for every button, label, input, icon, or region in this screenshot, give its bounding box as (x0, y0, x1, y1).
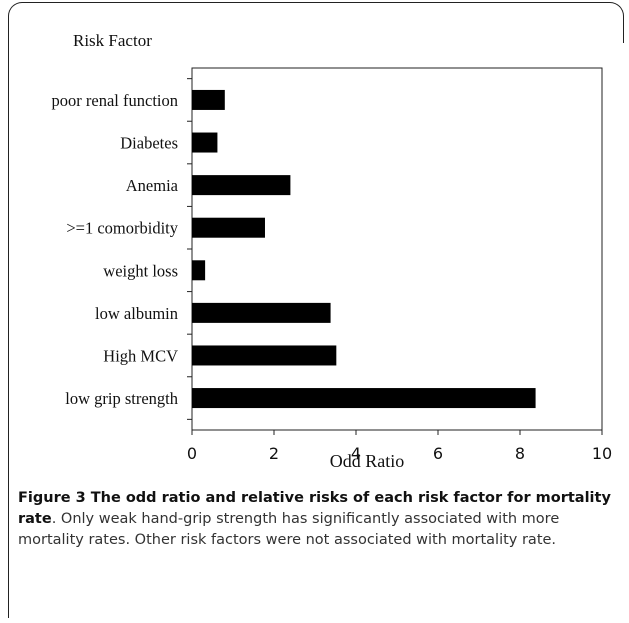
figure-caption: Figure 3 The odd ratio and relative risk… (18, 488, 618, 551)
bar (192, 302, 331, 323)
category-label: low albumin (95, 304, 178, 323)
bars-group (192, 89, 536, 409)
category-label: >=1 comorbidity (66, 219, 178, 238)
bar (192, 132, 218, 153)
category-label: Anemia (126, 176, 179, 195)
x-tick-label: 10 (592, 444, 612, 463)
x-tick-label: 0 (187, 444, 197, 463)
figure-frame (8, 2, 625, 623)
frame-gap (619, 43, 625, 623)
caption-label: Figure 3 The odd ratio and relative risk… (18, 490, 611, 527)
category-label: low grip strength (65, 389, 178, 408)
bar (192, 175, 291, 196)
category-labels: poor renal function Diabetes Anemia >=1 com… (52, 91, 179, 408)
caption-text: . Only weak hand-grip strength has signi… (18, 511, 560, 548)
category-label: weight loss (103, 261, 178, 280)
category-label: poor renal function (52, 91, 178, 110)
bar-chart: Risk Factor poor renal function Diabetes A… (52, 31, 613, 471)
x-tick-label: 6 (433, 444, 443, 463)
x-axis-label: Odd Ratio (330, 451, 405, 471)
bar (192, 345, 337, 366)
y-ticks (187, 78, 192, 420)
bar (192, 89, 225, 110)
bar (192, 217, 265, 238)
x-tick-label: 2 (269, 444, 279, 463)
x-tick-label: 4 (351, 444, 361, 463)
category-label: High MCV (103, 346, 178, 365)
bar (192, 388, 536, 409)
x-ticks: 0 2 4 6 8 10 (187, 430, 612, 463)
plot-area (191, 67, 603, 431)
category-label: Diabetes (120, 134, 178, 153)
x-tick-label: 8 (515, 444, 525, 463)
bar (192, 260, 206, 281)
chart-title: Risk Factor (73, 31, 152, 50)
